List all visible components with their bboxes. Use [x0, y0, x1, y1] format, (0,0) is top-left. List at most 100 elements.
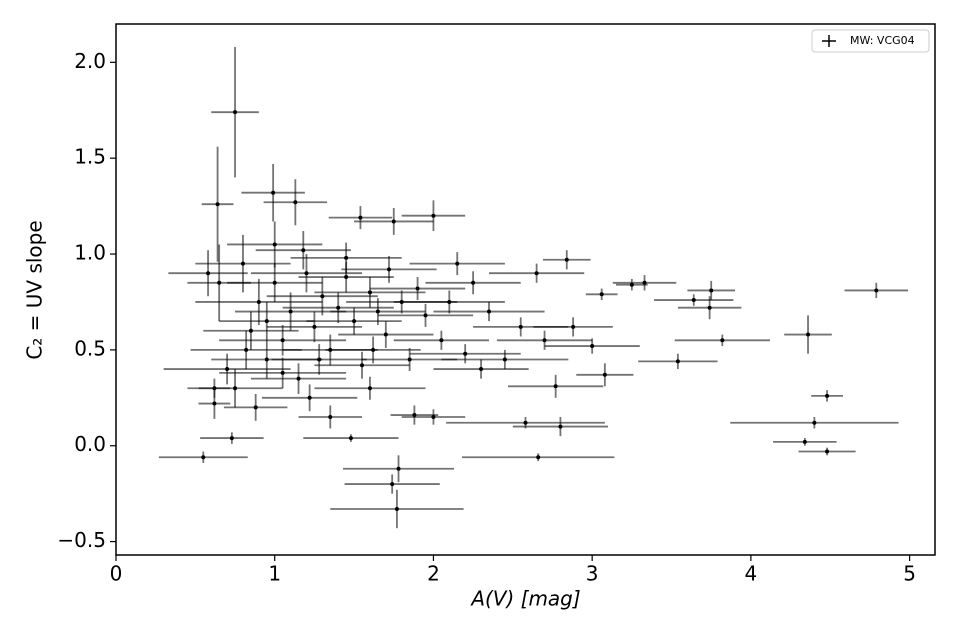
point — [215, 202, 220, 207]
point — [691, 298, 696, 303]
point — [642, 280, 647, 285]
point — [675, 359, 680, 364]
point — [320, 294, 325, 299]
point — [415, 286, 420, 291]
point — [280, 370, 285, 375]
point — [707, 305, 712, 310]
point — [367, 386, 372, 391]
point — [317, 357, 322, 362]
point — [360, 363, 365, 368]
point — [328, 414, 333, 419]
point — [523, 420, 528, 425]
point — [463, 351, 468, 356]
point — [439, 338, 444, 343]
point — [387, 267, 391, 272]
point — [423, 313, 428, 318]
point — [375, 309, 380, 314]
point — [412, 413, 417, 418]
point — [288, 309, 293, 314]
point — [383, 332, 388, 337]
point — [225, 367, 230, 372]
point — [240, 261, 245, 266]
point — [264, 357, 269, 362]
point — [367, 290, 372, 295]
point — [296, 376, 301, 381]
point — [229, 436, 234, 441]
point — [280, 338, 285, 343]
y-axis-label: C₂ = UV slope — [23, 220, 47, 359]
point — [233, 110, 238, 115]
point — [390, 482, 395, 487]
point — [720, 338, 725, 343]
y-tick-label: 0.0 — [74, 432, 106, 456]
point — [233, 386, 238, 391]
point — [447, 299, 452, 304]
x-tick-label: 4 — [745, 562, 758, 586]
y-tick-label: 2.0 — [74, 49, 106, 73]
point — [244, 347, 249, 352]
point — [248, 328, 253, 333]
point — [825, 393, 830, 398]
y-tick-label: 1.5 — [74, 145, 106, 169]
y-tick-label: 1.0 — [74, 241, 106, 265]
point — [212, 401, 217, 406]
point — [564, 257, 569, 262]
point — [812, 420, 817, 425]
point — [264, 319, 269, 324]
point — [358, 215, 363, 220]
x-tick-label: 3 — [586, 562, 599, 586]
point — [534, 271, 539, 276]
point — [599, 292, 604, 297]
point — [312, 324, 317, 329]
point — [553, 384, 558, 389]
point — [352, 319, 357, 324]
x-tick-label: 1 — [268, 562, 281, 586]
point — [301, 248, 306, 253]
point — [571, 324, 576, 329]
point — [825, 449, 830, 454]
point — [486, 309, 491, 314]
legend-box — [811, 29, 930, 53]
point — [371, 347, 376, 352]
point — [293, 200, 298, 205]
point — [206, 271, 211, 276]
point — [502, 357, 507, 362]
point — [471, 280, 476, 285]
y-tick-label: 0.5 — [74, 336, 106, 360]
point — [201, 455, 206, 460]
point — [344, 255, 349, 260]
point — [271, 190, 276, 195]
point — [336, 305, 341, 310]
point — [348, 436, 353, 441]
point — [536, 455, 541, 460]
x-tick-label: 2 — [427, 562, 440, 586]
point — [344, 275, 349, 280]
plot-frame — [115, 23, 936, 556]
point — [602, 372, 607, 377]
point — [709, 288, 714, 293]
point — [391, 219, 396, 224]
point — [304, 271, 309, 276]
point — [431, 414, 436, 419]
x-tick-label: 0 — [110, 562, 123, 586]
point — [874, 288, 879, 293]
point — [479, 367, 484, 372]
point — [217, 280, 222, 285]
point — [802, 439, 807, 444]
y-tick-label: −0.5 — [57, 528, 106, 552]
point — [394, 506, 399, 511]
point — [272, 280, 277, 285]
point — [590, 344, 595, 349]
point — [396, 466, 401, 471]
point — [518, 324, 523, 329]
point — [806, 332, 811, 337]
point — [256, 299, 261, 304]
point — [253, 405, 258, 410]
x-tick-label: 5 — [903, 562, 916, 586]
legend-label: MW: VCG04 — [850, 34, 915, 47]
x-axis-label: A(V) [mag] — [469, 587, 580, 611]
point — [542, 338, 547, 343]
point — [272, 242, 277, 247]
point — [431, 213, 436, 218]
